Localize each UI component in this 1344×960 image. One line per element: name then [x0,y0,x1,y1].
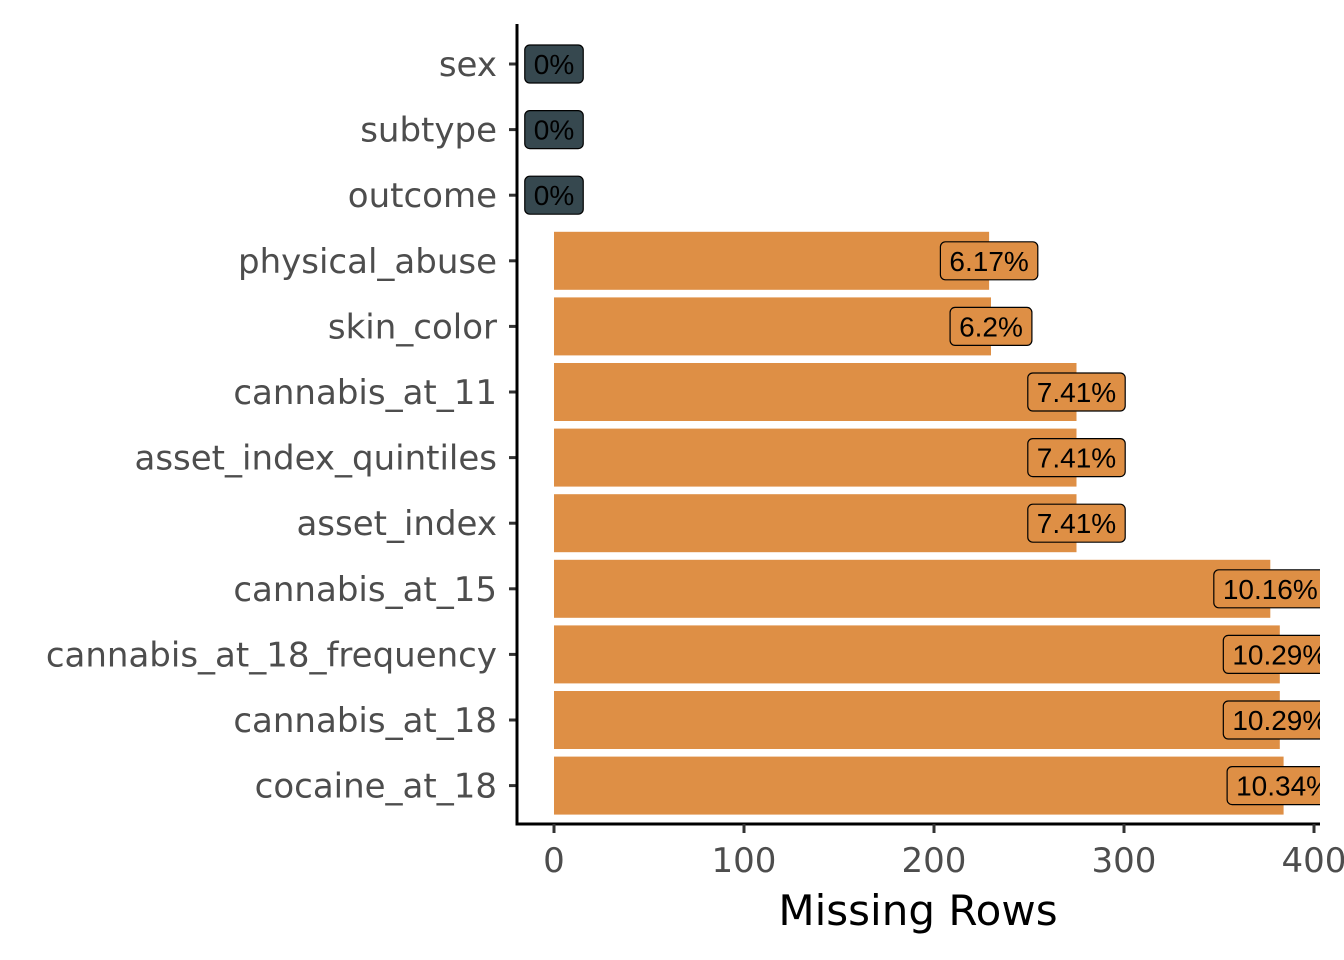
data-label-box-1-subtype [524,109,584,150]
category-label-11-cocaine-at-18: cocaine_at_18 [255,767,497,807]
category-label-8-cannabis-at-15: cannabis_at_15 [233,570,497,610]
data-label-box-10-cannabis-at-18 [1222,700,1320,740]
data-label-text-11-cocaine-at-18: 10.34% [1236,771,1331,802]
category-label-2-outcome: outcome [348,176,497,216]
data-label-text-0-sex: 0% [534,49,574,80]
data-label-text-6-asset-index-quintiles: 7.41% [1037,443,1116,474]
category-label-7-asset-index: asset_index [296,504,497,544]
bar-4-skin-color [554,297,991,356]
data-label-6-asset-index-quintiles: 7.41% [1027,438,1126,478]
x-tick-label-100: 100 [712,841,777,881]
x-tick-label-400: 400 [1282,841,1344,881]
category-label-4-skin-color: skin_color [328,307,497,347]
data-label-box-8-cannabis-at-15 [1213,569,1320,609]
data-label-8-cannabis-at-15: 10.16% [1213,569,1320,609]
bar-11-cocaine-at-18 [554,756,1284,815]
data-label-text-10-cannabis-at-18: 10.29% [1232,705,1327,736]
y-axis: sex subtype outcome physical_abuse skin_colo… [46,24,519,826]
x-axis-title: Missing Rows [778,886,1057,935]
category-label-0-sex: sex [439,45,497,85]
data-labels-group: 0% 0% 0% 6.17% 6.2% 7.41% 7.41% 7.41% 10.16% 10.2… [524,44,1331,806]
category-label-6-asset-index-quintiles: asset_index_quintiles [134,439,497,479]
data-label-text-5-cannabis-at-11: 7.41% [1037,377,1116,408]
bar-9-cannabis-at-18-frequency [554,625,1280,684]
data-label-box-9-cannabis-at-18-frequency [1222,634,1320,674]
x-tick-label-300: 300 [1092,841,1157,881]
data-label-3-physical-abuse: 6.17% [939,241,1039,281]
bar-7-asset-index [554,494,1077,553]
data-label-5-cannabis-at-11: 7.41% [1027,372,1126,412]
data-label-1-subtype: 0% [524,109,584,150]
data-label-box-6-asset-index-quintiles [1027,438,1126,478]
data-label-text-1-subtype: 0% [534,115,574,146]
data-label-7-asset-index: 7.41% [1027,503,1126,543]
data-label-11-cocaine-at-18: 10.34% [1226,766,1331,806]
data-label-text-3-physical-abuse: 6.17% [949,246,1028,277]
bar-10-cannabis-at-18 [554,691,1280,749]
data-label-9-cannabis-at-18-frequency: 10.29% [1222,634,1327,674]
bar-8-cannabis-at-15 [554,559,1271,618]
bar-5-cannabis-at-11 [554,363,1077,421]
category-label-1-subtype: subtype [360,111,497,151]
data-label-4-skin-color: 6.2% [949,306,1033,346]
data-label-10-cannabis-at-18: 10.29% [1222,700,1327,740]
data-label-0-sex: 0% [524,44,584,84]
data-label-box-4-skin-color [949,306,1033,346]
category-label-9-cannabis-at-18-frequency: cannabis_at_18_frequency [46,635,497,675]
data-label-2-outcome: 0% [524,175,584,215]
bar-3-physical-abuse [554,231,990,290]
data-label-text-8-cannabis-at-15: 10.16% [1223,574,1318,605]
data-label-box-7-asset-index [1027,503,1126,543]
x-tick-label-200: 200 [902,841,967,881]
x-axis: 0 100 200 300 400 [515,822,1344,881]
data-label-box-11-cocaine-at-18 [1226,766,1320,806]
category-label-3-physical-abuse: physical_abuse [238,242,497,282]
category-label-10-cannabis-at-18: cannabis_at_18 [233,701,497,741]
data-label-text-9-cannabis-at-18-frequency: 10.29% [1232,639,1327,670]
x-tick-label-0: 0 [543,841,565,881]
data-label-text-4-skin-color: 6.2% [959,311,1023,342]
data-label-box-2-outcome [524,175,584,215]
data-label-text-7-asset-index: 7.41% [1037,508,1116,539]
category-label-5-cannabis-at-11: cannabis_at_11 [233,373,497,413]
data-label-text-2-outcome: 0% [534,180,574,211]
data-label-box-0-sex [524,44,584,84]
data-label-box-5-cannabis-at-11 [1027,372,1126,412]
bars-group [554,231,1284,815]
data-label-box-3-physical-abuse [939,241,1039,281]
bar-6-asset-index-quintiles [554,428,1077,487]
